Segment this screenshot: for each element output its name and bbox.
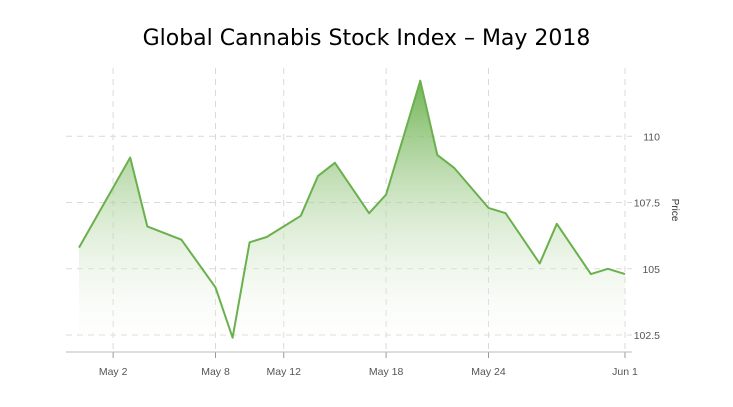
x-tick-label: May 12 — [267, 366, 302, 378]
y-tick-label: 110 — [643, 131, 660, 143]
x-tick-label: May 18 — [369, 366, 404, 378]
area-layer — [78, 79, 626, 343]
y-tick-label: 107.5 — [634, 198, 660, 210]
x-tick-label: May 8 — [201, 366, 230, 378]
y-axis-title: Price — [669, 199, 680, 222]
y-tick-label: 102.5 — [634, 330, 660, 342]
price-area-fill — [79, 80, 625, 343]
x-tick-label: Jun 1 — [612, 366, 638, 378]
x-tick-label: May 24 — [471, 366, 506, 378]
chart-title: Global Cannabis Stock Index – May 2018 — [142, 26, 591, 51]
y-tick-label: 105 — [642, 264, 660, 276]
x-tick-label: May 2 — [99, 366, 128, 378]
axis-layer: May 2 May 8 May 12 May 18 May 24 Jun 1 102.5 10… — [66, 131, 660, 378]
